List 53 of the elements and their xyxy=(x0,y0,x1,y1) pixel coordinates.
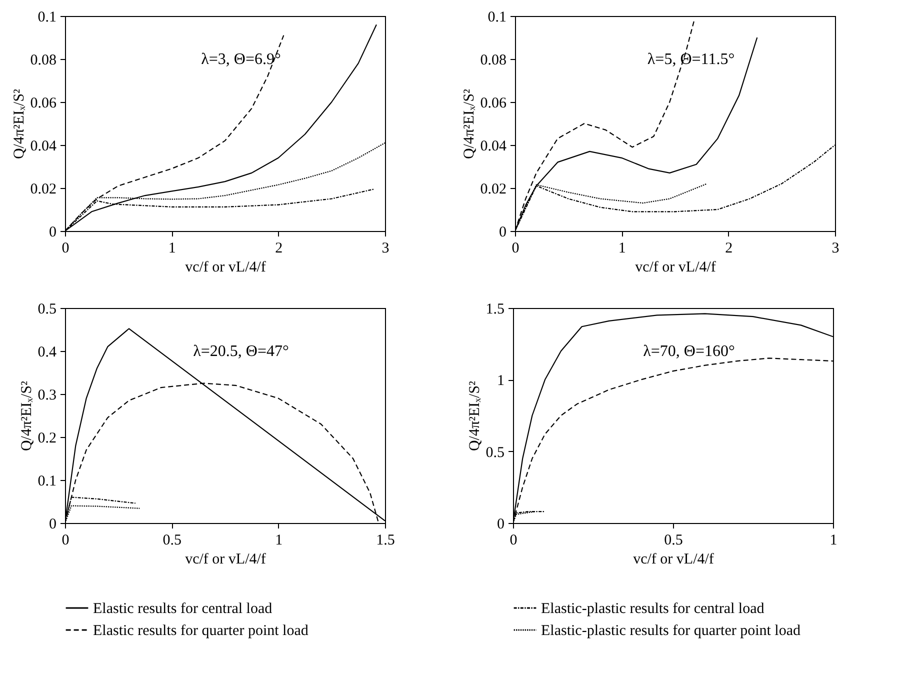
y-tick-label: 0.1 xyxy=(38,474,56,490)
x-axis-title: vc/f or vL/4/f xyxy=(635,260,716,276)
y-tick-label: 0.06 xyxy=(30,96,57,112)
x-tick-label: 0.5 xyxy=(664,532,683,548)
x-tick-label: 1 xyxy=(830,532,838,548)
annotation: λ=5, Θ=11.5° xyxy=(647,51,735,68)
legend-label: Elastic-plastic results for quarter point load xyxy=(541,623,802,639)
legend-label: Elastic-plastic results for central load xyxy=(541,601,765,617)
y-tick-label: 0.4 xyxy=(38,344,57,360)
y-tick-label: 0.3 xyxy=(38,388,56,404)
x-tick-label: 3 xyxy=(832,240,840,256)
y-tick-label: 0.04 xyxy=(30,138,57,154)
y-tick-label: 0 xyxy=(49,224,56,240)
x-axis-title: vc/f or vL/4/f xyxy=(185,260,266,276)
x-tick-label: 2 xyxy=(725,240,733,256)
y-axis-title: Q/4π²EIₓ/S² xyxy=(461,88,478,160)
x-axis-title: vc/f or vL/4/f xyxy=(633,552,714,568)
x-axis-title: vc/f or vL/4/f xyxy=(185,552,266,568)
y-tick-label: 0.08 xyxy=(30,52,56,68)
y-tick-label: 0.1 xyxy=(488,10,506,26)
x-tick-label: 1.5 xyxy=(376,532,395,548)
y-tick-label: 0.06 xyxy=(480,96,507,112)
y-tick-label: 0.02 xyxy=(480,182,506,198)
annotation: λ=20.5, Θ=47° xyxy=(193,343,289,360)
x-tick-label: 0.5 xyxy=(162,532,182,548)
y-tick-label: 0 xyxy=(49,516,56,532)
legend-label: Elastic results for central load xyxy=(93,601,273,617)
x-tick-label: 2 xyxy=(275,240,283,256)
x-tick-label: 1 xyxy=(618,240,626,256)
y-tick-label: 0.5 xyxy=(486,444,504,461)
y-tick-label: 1 xyxy=(497,373,504,390)
x-tick-label: 0 xyxy=(510,532,518,548)
x-tick-label: 1 xyxy=(275,532,283,548)
y-tick-label: 0 xyxy=(497,516,504,532)
y-axis-title: Q/4π²EIₓ/S² xyxy=(11,88,28,160)
x-tick-label: 1 xyxy=(168,240,176,256)
y-tick-label: 0.5 xyxy=(38,302,56,318)
annotation: λ=70, Θ=160° xyxy=(643,343,735,360)
legend-label: Elastic results for quarter point load xyxy=(93,623,309,639)
y-tick-label: 1.5 xyxy=(486,302,504,318)
y-tick-label: 0.02 xyxy=(30,182,56,198)
y-tick-label: 0.1 xyxy=(38,10,56,26)
x-tick-label: 3 xyxy=(382,240,390,256)
y-axis-title: Q/4π²EIₓ/S² xyxy=(18,380,35,452)
y-axis-title: Q/4π²EIₓ/S² xyxy=(466,380,483,452)
y-tick-label: 0.2 xyxy=(38,430,56,446)
x-tick-label: 0 xyxy=(62,240,70,256)
x-tick-label: 0 xyxy=(62,532,70,548)
y-tick-label: 0.08 xyxy=(480,52,506,68)
x-tick-label: 0 xyxy=(512,240,520,256)
annotation: λ=3, Θ=6.9° xyxy=(201,51,281,68)
y-tick-label: 0.04 xyxy=(480,138,507,154)
y-tick-label: 0 xyxy=(499,224,506,240)
